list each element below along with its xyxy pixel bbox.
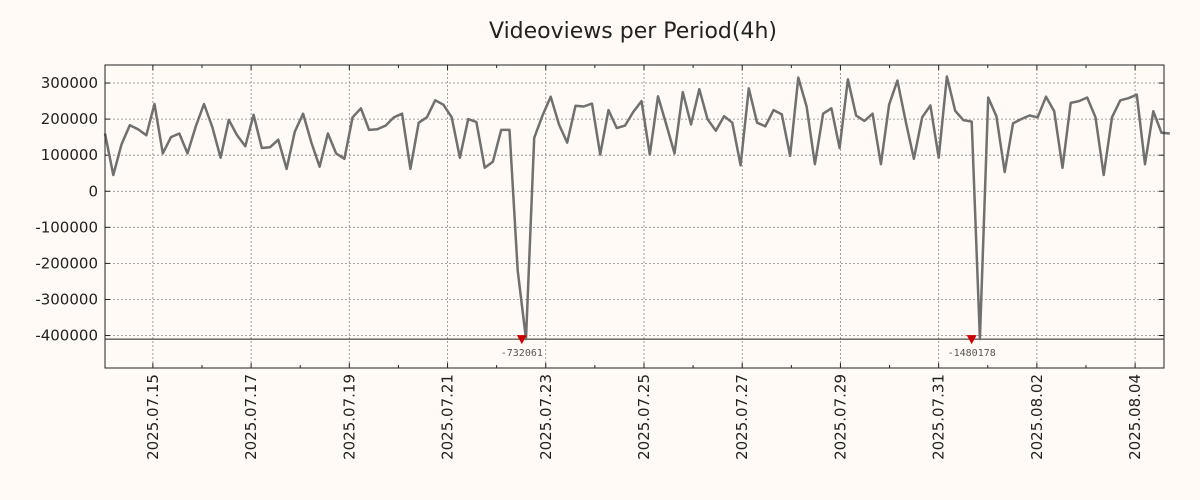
series-line-videoviews [103,75,1170,341]
clipped-value-label: -1480178 [948,348,996,359]
plot-frame [104,64,1165,369]
y-tick-label: -100000 [35,218,98,236]
x-tick-label: 2025.08.04 [1126,374,1144,460]
series-group [103,75,1170,341]
x-tick-label: 2025.07.15 [144,374,162,460]
y-tick-label: -300000 [35,290,98,308]
x-tick-label: 2025.07.23 [537,374,555,460]
y-tick-label: -400000 [35,327,98,345]
x-tick-label: 2025.07.27 [733,374,751,460]
annotation-group: -732061 -1480178 [501,335,996,359]
axis-ticks: 300000 200000 100000 0 -100000 -200000 -300000… [35,65,1164,460]
x-tick-label: 2025.07.29 [831,374,849,460]
clipped-value-marker [966,335,977,345]
clipped-value-marker [516,335,527,345]
y-tick-label: -200000 [35,254,98,272]
clipped-value-label: -732061 [501,348,543,359]
x-tick-label: 2025.07.19 [340,374,358,460]
y-tick-label: 200000 [41,110,98,128]
y-tick-label: 300000 [41,74,98,92]
x-tick-label: 2025.07.21 [439,374,457,460]
x-tick-label: 2025.08.02 [1028,374,1046,460]
x-tick-label: 2025.07.17 [242,374,260,460]
y-tick-label: 0 [88,182,98,200]
x-tick-label: 2025.07.25 [635,374,653,460]
grid-lines [105,65,1164,368]
x-tick-label: 2025.07.31 [930,374,948,460]
y-tick-label: 100000 [41,146,98,164]
chart-title: Videoviews per Period(4h) [489,19,777,44]
